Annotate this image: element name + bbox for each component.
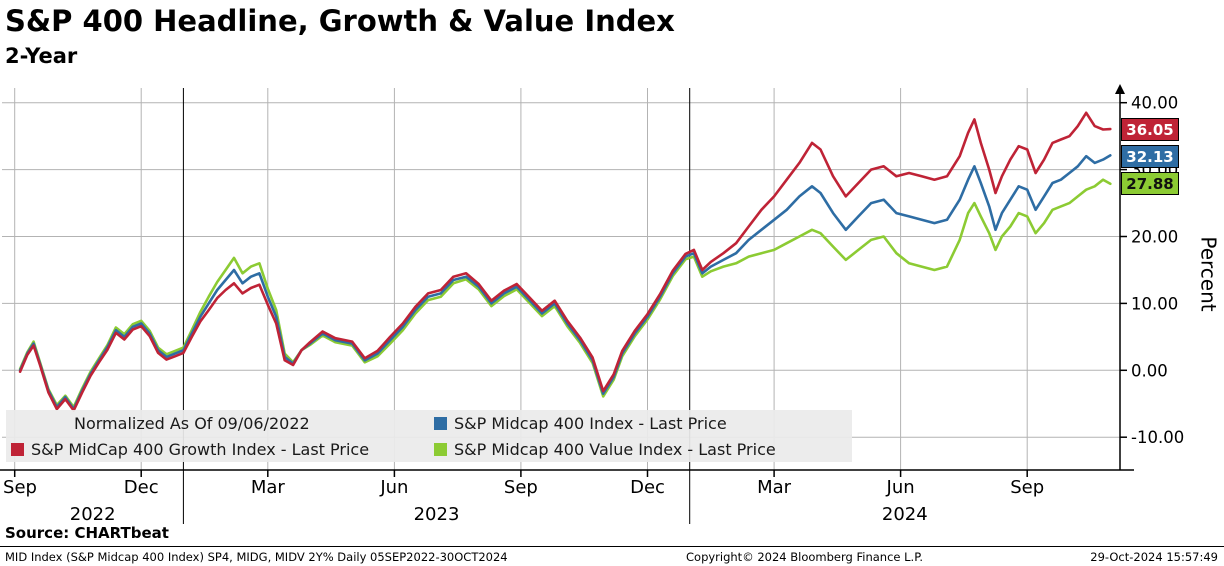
axis-arrow-icon xyxy=(1115,84,1125,94)
x-tick-label: Mar xyxy=(251,477,286,498)
footer-divider xyxy=(0,546,1224,547)
y-tick-label: 10.00 xyxy=(1131,294,1178,313)
x-tick-label: Sep xyxy=(3,477,37,498)
green-series-swatch-icon xyxy=(434,442,447,456)
blue-series-swatch-icon xyxy=(434,416,447,430)
legend-value-label: S&P Midcap 400 Value Index - Last Price xyxy=(454,439,776,459)
page-subtitle: 2-Year xyxy=(5,44,78,68)
year-label: 2024 xyxy=(882,504,928,525)
source-label: Source: CHARTbeat xyxy=(5,524,169,542)
x-tick-label: Jun xyxy=(886,477,915,498)
x-tick-label: Sep xyxy=(504,477,538,498)
y-tick-label: -10.00 xyxy=(1131,428,1184,447)
legend-headline-label: S&P Midcap 400 Index - Last Price xyxy=(454,413,727,433)
legend-item-value: S&P Midcap 400 Value Index - Last Price xyxy=(429,440,852,459)
x-tick-label: Sep xyxy=(1010,477,1044,498)
legend-growth-label: S&P MidCap 400 Growth Index - Last Price xyxy=(31,439,370,459)
legend-normalized-label: Normalized As Of 09/06/2022 xyxy=(74,413,310,433)
series-line-green xyxy=(18,178,1112,409)
x-axis-labels: Sep Dec Mar Jun Sep Dec Mar Jun Sep xyxy=(3,470,1044,498)
legend-item-growth: S&P MidCap 400 Growth Index - Last Price xyxy=(6,440,429,459)
year-labels: 2022 2023 2024 xyxy=(70,504,928,525)
last-price-badge-growth: 36.05 xyxy=(1121,118,1179,141)
footer-copyright: Copyright© 2024 Bloomberg Finance L.P. xyxy=(686,550,923,564)
red-series-swatch-icon xyxy=(11,442,24,456)
legend-row-2: S&P MidCap 400 Growth Index - Last Price… xyxy=(6,436,852,462)
y-axis-title: Percent xyxy=(1196,236,1221,312)
y-tick-label: 0.00 xyxy=(1131,361,1168,380)
x-tick-label: Mar xyxy=(757,477,792,498)
x-tick-label: Dec xyxy=(630,477,665,498)
legend-row-1: Normalized As Of 09/06/2022 S&P Midcap 4… xyxy=(6,410,852,436)
legend-item-headline: S&P Midcap 400 Index - Last Price xyxy=(429,414,852,433)
footer-timestamp: 29-Oct-2024 15:57:49 xyxy=(1090,550,1218,564)
axes xyxy=(0,84,1134,471)
legend: Normalized As Of 09/06/2022 S&P Midcap 4… xyxy=(6,410,852,462)
last-price-badge-value: 27.88 xyxy=(1121,172,1179,195)
last-price-badge-headline: 32.13 xyxy=(1121,145,1179,168)
x-tick-label: Jun xyxy=(379,477,408,498)
footer: MID Index (S&P Midcap 400 Index) SP4, MI… xyxy=(0,549,1224,565)
series-line-blue xyxy=(18,154,1112,411)
page-title: S&P 400 Headline, Growth & Value Index xyxy=(5,4,675,38)
year-label: 2023 xyxy=(414,504,460,525)
year-label: 2022 xyxy=(70,504,116,525)
y-tick-label: 40.00 xyxy=(1131,94,1178,113)
y-tick-label: 20.00 xyxy=(1131,228,1178,247)
footer-ticker-info: MID Index (S&P Midcap 400 Index) SP4, MI… xyxy=(5,550,508,564)
legend-normalized-note: Normalized As Of 09/06/2022 xyxy=(6,414,429,433)
series-line-red xyxy=(18,111,1112,412)
x-tick-label: Dec xyxy=(124,477,159,498)
